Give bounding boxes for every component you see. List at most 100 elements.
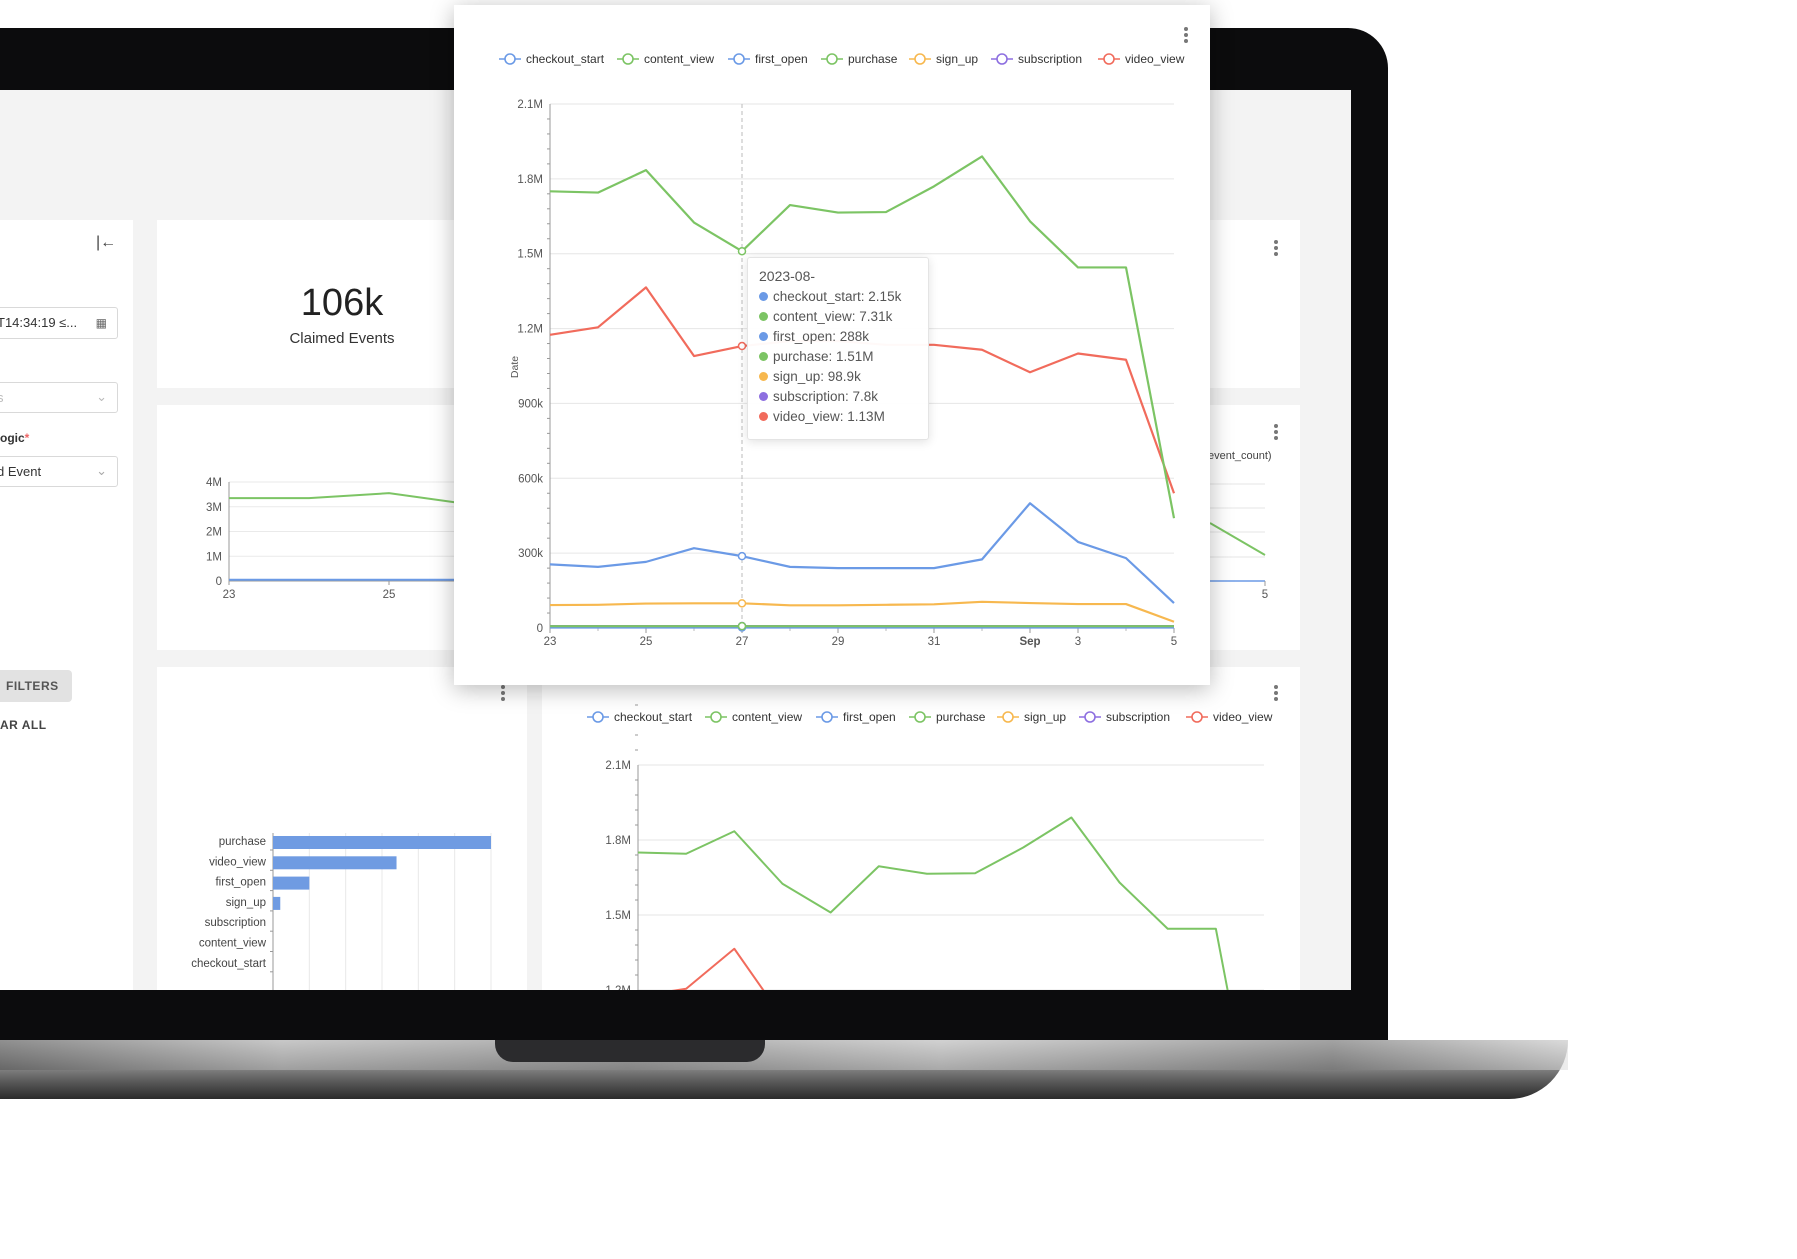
y-tick-label: 2.1M xyxy=(517,99,543,111)
kpi-value: 106k xyxy=(300,282,384,324)
legend-marker-icon xyxy=(914,711,926,723)
tooltip-row-text: subscription: 7.8k xyxy=(773,388,879,404)
required-marker: * xyxy=(24,431,30,445)
category-label: sign_up xyxy=(226,897,266,909)
legend-label: content_view xyxy=(732,710,802,724)
date-range-field[interactable]: T14:34:19 ≤... ▦ xyxy=(0,307,118,339)
category-label: content_view xyxy=(199,938,267,950)
legend-label: first_open xyxy=(755,52,808,66)
tooltip-rows: checkout_start: 2.15k content_view: 7.31k… xyxy=(759,286,917,426)
legend-label: purchase xyxy=(848,52,898,66)
event-select-placeholder: s xyxy=(0,390,4,405)
series-line-purchase xyxy=(637,816,1229,990)
kebab-menu-icon[interactable] xyxy=(1274,424,1278,442)
main-line-chart: checkout_start content_view first_open purc… xyxy=(499,52,1185,648)
legend-marker-icon xyxy=(821,711,833,723)
axis-label-partial: event_count) xyxy=(1208,450,1272,462)
series-point-purchase xyxy=(737,246,747,256)
legend-label: sign_up xyxy=(936,52,978,66)
legend-label: checkout_start xyxy=(526,52,605,66)
series-point-sign_up xyxy=(737,599,747,608)
legend-marker-icon xyxy=(914,53,926,65)
legend-label: video_view xyxy=(1125,52,1185,66)
tooltip-row: checkout_start: 2.15k xyxy=(759,286,917,306)
legend-marker-icon xyxy=(710,711,722,723)
x-tick-label: 27 xyxy=(736,636,749,648)
y-tick-label: 0 xyxy=(216,576,222,588)
apply-filters-button[interactable]: FILTERS xyxy=(0,670,72,702)
expanded-chart-popup: checkout_start content_view first_open purc… xyxy=(454,5,1210,685)
y-tick-label: 900k xyxy=(518,398,543,410)
legend-marker-icon xyxy=(622,53,634,65)
y-tick-label: 1.5M xyxy=(605,910,631,922)
series-point-video_view xyxy=(737,341,747,351)
bar xyxy=(273,876,310,890)
clear-all-button[interactable]: AR ALL xyxy=(0,718,47,732)
logic-select-value: d Event xyxy=(0,464,42,479)
series-line-content_view xyxy=(229,492,470,506)
collapse-panel-icon[interactable]: |← xyxy=(96,234,117,251)
bar xyxy=(273,836,491,849)
bottom-line-chart: checkout_start content_view first_open purc… xyxy=(587,704,1273,990)
line-chart-card-large: checkout_start content_view first_open purc… xyxy=(542,667,1300,990)
laptop-base-shade xyxy=(0,1040,1568,1070)
series-line-first_open xyxy=(549,502,1175,604)
category-label: first_open xyxy=(215,877,266,889)
y-tick-label: 600k xyxy=(518,473,543,485)
chevron-down-icon: ⌄ xyxy=(96,389,107,404)
legend-marker-icon xyxy=(1103,53,1115,65)
legend-label: checkout_start xyxy=(614,710,693,724)
series-point-first_open xyxy=(737,551,747,561)
tooltip-row: video_view: 1.13M xyxy=(759,406,917,426)
event-select-field[interactable]: s ⌄ xyxy=(0,382,118,413)
legend-label: content_view xyxy=(644,52,714,66)
tooltip-row-text: content_view: 7.31k xyxy=(773,308,893,324)
y-tick-label: 1.8M xyxy=(605,835,631,847)
series-line-video_view xyxy=(671,947,765,990)
y-tick-label: 1.8M xyxy=(517,174,543,186)
series-dot-icon xyxy=(759,291,768,301)
logic-select-field[interactable]: d Event ⌄ xyxy=(0,456,118,487)
legend-marker-icon xyxy=(1002,711,1014,723)
x-tick-label: 31 xyxy=(928,636,941,648)
x-tick-label: 29 xyxy=(832,636,845,648)
legend-label: sign_up xyxy=(1024,710,1066,724)
kebab-menu-icon[interactable] xyxy=(1274,685,1278,703)
tooltip-row: first_open: 288k xyxy=(759,326,917,346)
y-tick-label: 3M xyxy=(206,502,222,514)
y-tick-label: 1.2M xyxy=(605,985,631,990)
legend-marker-icon xyxy=(504,53,516,65)
tooltip-row-text: first_open: 288k xyxy=(773,328,870,344)
legend-marker-icon xyxy=(996,53,1008,65)
tooltip-row: subscription: 7.8k xyxy=(759,386,917,406)
x-tick-label: 25 xyxy=(383,589,396,601)
y-tick-label: 1.5M xyxy=(517,249,543,261)
bar xyxy=(273,856,397,870)
date-range-value: T14:34:19 ≤... xyxy=(0,315,78,330)
x-tick-label: 23 xyxy=(223,589,236,601)
kebab-menu-icon[interactable] xyxy=(501,685,505,703)
series-point-content_view xyxy=(737,621,747,631)
logic-label: ogic* xyxy=(0,431,29,445)
bar-chart-card: 010k20k30k40k50k60kClaimed Event Countpu… xyxy=(157,667,527,990)
legend-marker-icon xyxy=(1191,711,1203,723)
category-label: checkout_start xyxy=(191,958,267,970)
legend-label: subscription xyxy=(1018,52,1082,66)
series-dot-icon xyxy=(759,351,768,361)
series-dot-icon xyxy=(759,411,768,421)
legend-label: video_view xyxy=(1213,710,1273,724)
category-label: video_view xyxy=(209,856,267,868)
kebab-menu-icon[interactable] xyxy=(1274,240,1278,258)
x-tick-label: Sep xyxy=(1019,636,1040,648)
legend-marker-icon xyxy=(733,53,745,65)
laptop-notch xyxy=(495,1040,765,1062)
series-line-content_view xyxy=(1209,522,1266,556)
kebab-menu-icon[interactable] xyxy=(1184,27,1188,45)
legend-label: purchase xyxy=(936,710,986,724)
bar xyxy=(273,896,281,910)
legend-marker-icon xyxy=(1084,711,1096,723)
tooltip-row-text: sign_up: 98.9k xyxy=(773,368,861,384)
category-label: purchase xyxy=(219,836,266,848)
logic-label-text: ogic xyxy=(0,431,25,445)
series-dot-icon xyxy=(759,311,768,321)
